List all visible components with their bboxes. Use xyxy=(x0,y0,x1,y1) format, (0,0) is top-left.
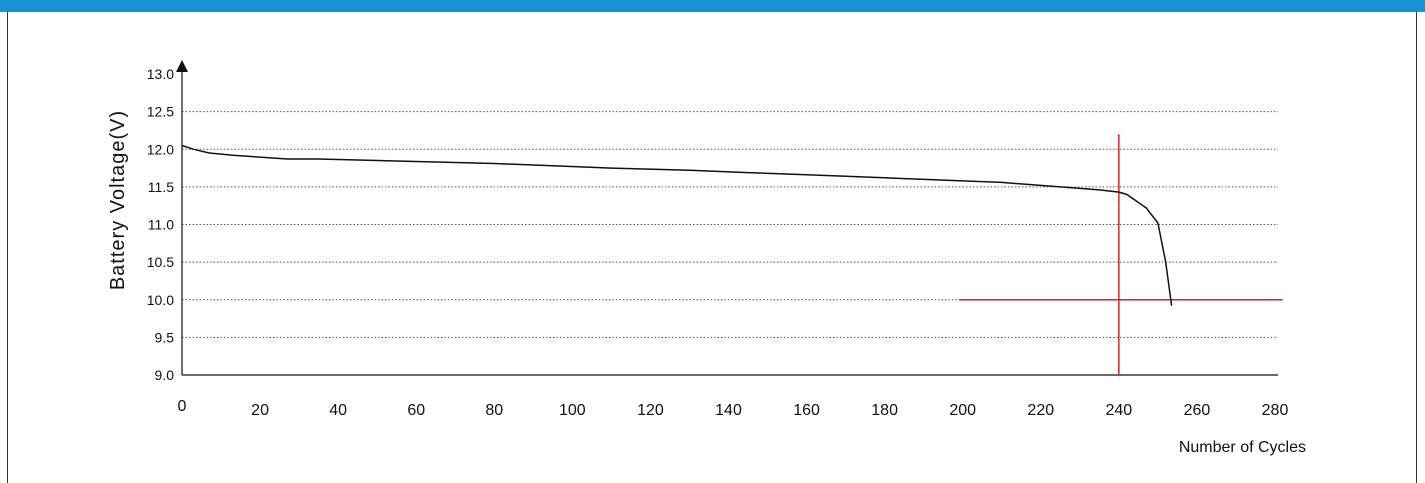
y-tick-label-6: 12.0 xyxy=(147,141,174,157)
x-tick-label-13: 260 xyxy=(1184,402,1211,419)
x-tick-label-14: 280 xyxy=(1262,402,1289,419)
x-tick-label-5: 100 xyxy=(559,402,586,419)
y-tick-label-5: 11.5 xyxy=(148,179,174,195)
limit-markers xyxy=(958,134,1283,375)
top-accent-bar xyxy=(0,0,1425,12)
y-axis-arrow-icon xyxy=(176,60,188,72)
x-axis-label: Number of Cycles xyxy=(1179,439,1306,456)
y-tick-label-3: 10.5 xyxy=(147,254,174,270)
y-axis-label: Battery Voltage(V) xyxy=(107,110,129,290)
x-tick-labels: 0 20 40 60 80 100 120 140 160 180 200 220 240 260 280 xyxy=(178,398,1289,419)
y-tick-label-7: 12.5 xyxy=(147,104,174,120)
x-tick-label-0: 0 xyxy=(178,398,187,415)
grid-lines xyxy=(182,111,1278,338)
chart-frame: 9.0 9.5 10.0 10.5 11.0 11.5 12.0 12.5 13.0 0 20 40… xyxy=(7,12,1417,483)
y-tick-label-0: 9.0 xyxy=(155,367,175,383)
y-tick-label-4: 11.0 xyxy=(148,217,174,233)
x-tick-label-2: 40 xyxy=(329,402,347,419)
x-tick-label-7: 140 xyxy=(715,402,742,419)
y-tick-label-2: 10.0 xyxy=(147,292,174,308)
x-tick-label-3: 60 xyxy=(407,402,425,419)
x-tick-label-10: 200 xyxy=(949,402,976,419)
y-tick-label-1: 9.5 xyxy=(155,329,175,345)
y-tick-label-8: 13.0 xyxy=(147,66,174,82)
x-tick-label-4: 80 xyxy=(485,402,503,419)
x-tick-label-12: 240 xyxy=(1106,402,1133,419)
x-tick-label-11: 220 xyxy=(1027,402,1054,419)
y-tick-labels: 9.0 9.5 10.0 10.5 11.0 11.5 12.0 12.5 13.0 xyxy=(147,66,174,383)
x-tick-label-9: 180 xyxy=(871,402,898,419)
axes xyxy=(176,60,1278,376)
voltage-series xyxy=(181,144,1173,306)
x-tick-label-1: 20 xyxy=(251,402,269,419)
x-tick-label-8: 160 xyxy=(793,402,820,419)
voltage-line-0 xyxy=(181,144,1173,306)
battery-cycle-chart: 9.0 9.5 10.0 10.5 11.0 11.5 12.0 12.5 13.0 0 20 40… xyxy=(107,60,1306,456)
x-tick-label-6: 120 xyxy=(637,402,664,419)
